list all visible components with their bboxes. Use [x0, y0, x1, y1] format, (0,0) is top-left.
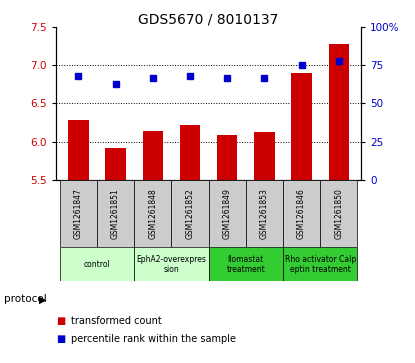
FancyBboxPatch shape [60, 248, 134, 281]
Text: GSM1261850: GSM1261850 [334, 188, 343, 239]
Text: percentile rank within the sample: percentile rank within the sample [71, 334, 236, 344]
FancyBboxPatch shape [283, 248, 357, 281]
Text: GSM1261848: GSM1261848 [148, 188, 157, 239]
Bar [291, 73, 312, 180]
FancyBboxPatch shape [134, 180, 171, 248]
Text: GSM1261851: GSM1261851 [111, 188, 120, 239]
Text: GSM1261846: GSM1261846 [297, 188, 306, 239]
Text: GSM1261847: GSM1261847 [74, 188, 83, 239]
FancyBboxPatch shape [209, 248, 283, 281]
Bar [142, 131, 163, 180]
FancyBboxPatch shape [60, 180, 97, 248]
Bar [254, 132, 275, 180]
Text: GSM1261849: GSM1261849 [222, 188, 232, 239]
Text: ▶: ▶ [39, 294, 46, 305]
Title: GDS5670 / 8010137: GDS5670 / 8010137 [138, 12, 279, 26]
FancyBboxPatch shape [246, 180, 283, 248]
Text: Ilomastat
treatment: Ilomastat treatment [226, 255, 265, 274]
Bar [329, 44, 349, 180]
Bar [68, 120, 88, 180]
Text: protocol: protocol [4, 294, 47, 305]
FancyBboxPatch shape [134, 248, 209, 281]
Text: ■: ■ [56, 334, 65, 344]
Text: control: control [83, 260, 110, 269]
Text: transformed count: transformed count [71, 316, 161, 326]
FancyBboxPatch shape [97, 180, 134, 248]
Text: GSM1261852: GSM1261852 [186, 188, 195, 239]
FancyBboxPatch shape [209, 180, 246, 248]
FancyBboxPatch shape [320, 180, 357, 248]
Bar [217, 135, 237, 180]
Text: Rho activator Calp
eptin treatment: Rho activator Calp eptin treatment [285, 255, 356, 274]
FancyBboxPatch shape [283, 180, 320, 248]
Text: ■: ■ [56, 316, 65, 326]
FancyBboxPatch shape [171, 180, 209, 248]
Text: GSM1261853: GSM1261853 [260, 188, 269, 239]
Text: EphA2-overexpres
sion: EphA2-overexpres sion [137, 255, 206, 274]
Bar [180, 125, 200, 180]
Bar [105, 148, 126, 180]
